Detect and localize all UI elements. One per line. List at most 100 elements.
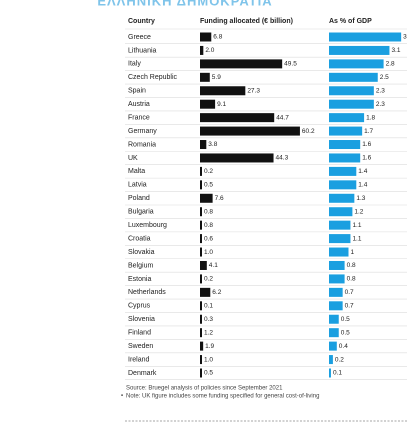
value-label: 0.5 bbox=[341, 329, 350, 336]
value-label: 1.6 bbox=[362, 155, 371, 162]
country-label: Malta bbox=[128, 168, 145, 175]
bar bbox=[200, 234, 202, 244]
value-label: 1.9 bbox=[205, 343, 214, 350]
value-label: 0.8 bbox=[347, 276, 356, 283]
country-label: Czech Republic bbox=[128, 74, 178, 81]
value-label: 1.7 bbox=[364, 128, 373, 135]
country-label: Slovenia bbox=[128, 316, 155, 323]
country-label: Denmark bbox=[128, 370, 157, 377]
country-label: Croatia bbox=[128, 235, 151, 242]
country-label: Romania bbox=[128, 141, 156, 148]
bar bbox=[200, 368, 202, 378]
bar bbox=[200, 59, 283, 69]
bar bbox=[329, 113, 365, 123]
bar bbox=[329, 328, 339, 338]
value-label: 0.5 bbox=[341, 316, 350, 323]
value-label: 9.1 bbox=[217, 101, 226, 108]
bar bbox=[200, 220, 202, 230]
bar bbox=[200, 193, 213, 203]
value-label: 1.4 bbox=[358, 168, 367, 175]
bar bbox=[200, 126, 300, 136]
bar bbox=[200, 260, 207, 270]
value-label: 0.3 bbox=[204, 316, 213, 323]
value-label: 1.2 bbox=[354, 208, 363, 215]
bar bbox=[200, 166, 202, 176]
bar bbox=[200, 45, 204, 55]
bar bbox=[329, 193, 355, 203]
value-label: 6.8 bbox=[213, 34, 222, 41]
bar bbox=[329, 341, 337, 351]
value-label: 27.3 bbox=[247, 87, 260, 94]
value-label: 1.1 bbox=[352, 222, 361, 229]
country-label: Slovakia bbox=[128, 249, 155, 256]
column-header: As % of GDP bbox=[329, 18, 372, 25]
bar bbox=[329, 59, 384, 69]
bar bbox=[200, 72, 210, 82]
note: Note: UK figure includes some funding sp… bbox=[126, 394, 319, 400]
value-label: 2.0 bbox=[205, 47, 214, 54]
value-label: 0.6 bbox=[204, 235, 213, 242]
country-label: Greece bbox=[128, 34, 151, 41]
value-label: 44.3 bbox=[276, 155, 289, 162]
value-label: 3.1 bbox=[391, 47, 400, 54]
value-label: 4.1 bbox=[209, 262, 218, 269]
value-label: 0.5 bbox=[204, 370, 213, 377]
value-label: 2.8 bbox=[386, 61, 395, 68]
bar bbox=[329, 207, 353, 217]
bar bbox=[200, 287, 211, 297]
bar bbox=[329, 260, 345, 270]
bar bbox=[329, 368, 331, 378]
country-label: Latvia bbox=[128, 182, 147, 189]
bar bbox=[200, 328, 202, 338]
value-label: 1.1 bbox=[352, 235, 361, 242]
country-label: Poland bbox=[128, 195, 150, 202]
country-label: Spain bbox=[128, 88, 146, 95]
country-label: Sweden bbox=[128, 343, 153, 350]
value-label: 2.3 bbox=[376, 87, 385, 94]
country-label: Italy bbox=[128, 61, 141, 68]
country-label: Austria bbox=[128, 101, 150, 108]
value-label: 0.8 bbox=[347, 262, 356, 269]
country-label: Ireland bbox=[128, 356, 150, 363]
value-label: 0.2 bbox=[335, 356, 344, 363]
value-label: 0.8 bbox=[204, 222, 213, 229]
value-label: 0.4 bbox=[339, 343, 348, 350]
value-label: 1 bbox=[351, 249, 355, 256]
bar bbox=[329, 126, 363, 136]
bar bbox=[329, 180, 357, 190]
value-label: 49.5 bbox=[284, 61, 297, 68]
bar bbox=[329, 153, 361, 163]
value-label: 0.1 bbox=[204, 303, 213, 310]
value-label: 60.2 bbox=[302, 128, 315, 135]
value-label: 3.7 bbox=[403, 34, 407, 41]
value-label: 3.8 bbox=[208, 141, 217, 148]
value-label: 2.3 bbox=[376, 101, 385, 108]
bar bbox=[329, 99, 374, 109]
bar bbox=[329, 247, 349, 257]
value-label: 1.0 bbox=[204, 356, 213, 363]
country-label: UK bbox=[128, 155, 138, 162]
value-label: 0.2 bbox=[204, 168, 213, 175]
country-label: France bbox=[128, 114, 150, 121]
value-label: 2.5 bbox=[380, 74, 389, 81]
bar bbox=[200, 140, 207, 150]
bar bbox=[329, 274, 345, 284]
bar bbox=[329, 45, 390, 55]
value-label: 1.3 bbox=[356, 195, 365, 202]
bullet: • bbox=[121, 394, 123, 400]
column-header: Country bbox=[128, 18, 155, 25]
bar bbox=[200, 301, 202, 311]
bar bbox=[329, 86, 374, 96]
value-label: 0.7 bbox=[345, 303, 354, 310]
country-label: Luxembourg bbox=[128, 222, 167, 229]
value-label: 1.4 bbox=[358, 182, 367, 189]
bar bbox=[329, 140, 361, 150]
source: Source: Bruegel analysis of policies sin… bbox=[126, 386, 283, 392]
bar bbox=[329, 72, 378, 82]
value-label: 7.6 bbox=[215, 195, 224, 202]
country-label: Bulgaria bbox=[128, 209, 154, 216]
bar bbox=[200, 341, 204, 351]
value-label: 0.2 bbox=[204, 276, 213, 283]
bar bbox=[329, 287, 343, 297]
value-label: 1.2 bbox=[204, 329, 213, 336]
